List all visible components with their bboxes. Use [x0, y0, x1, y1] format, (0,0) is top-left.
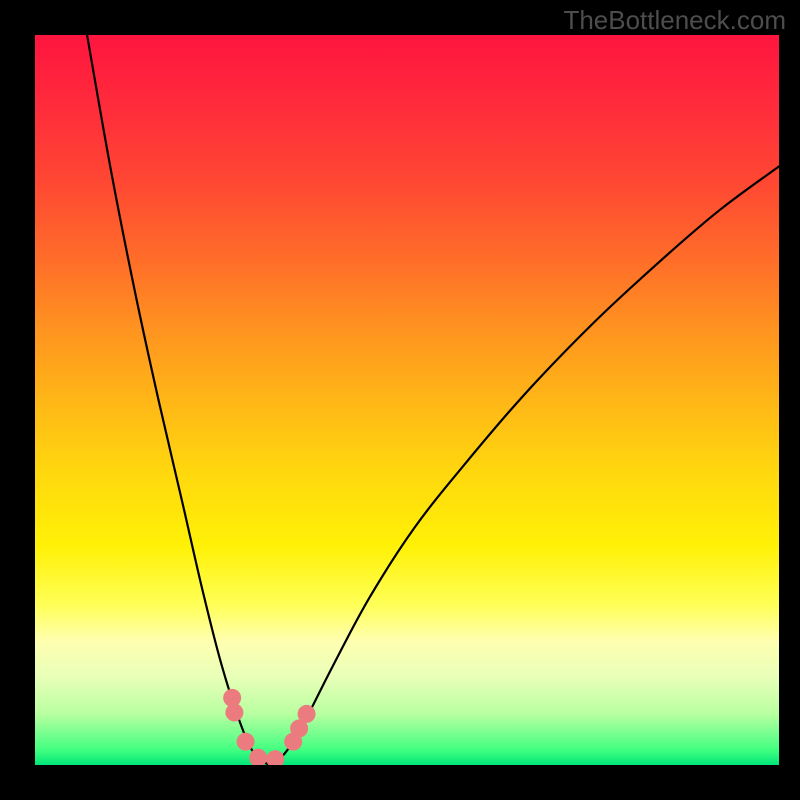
data-marker — [225, 703, 243, 721]
data-marker — [298, 705, 316, 723]
chart-container: TheBottleneck.com — [0, 0, 800, 800]
chart-svg — [35, 35, 779, 765]
gradient-background — [35, 35, 779, 765]
plot-area — [35, 35, 779, 765]
data-marker — [237, 733, 255, 751]
watermark-text: TheBottleneck.com — [563, 5, 786, 36]
